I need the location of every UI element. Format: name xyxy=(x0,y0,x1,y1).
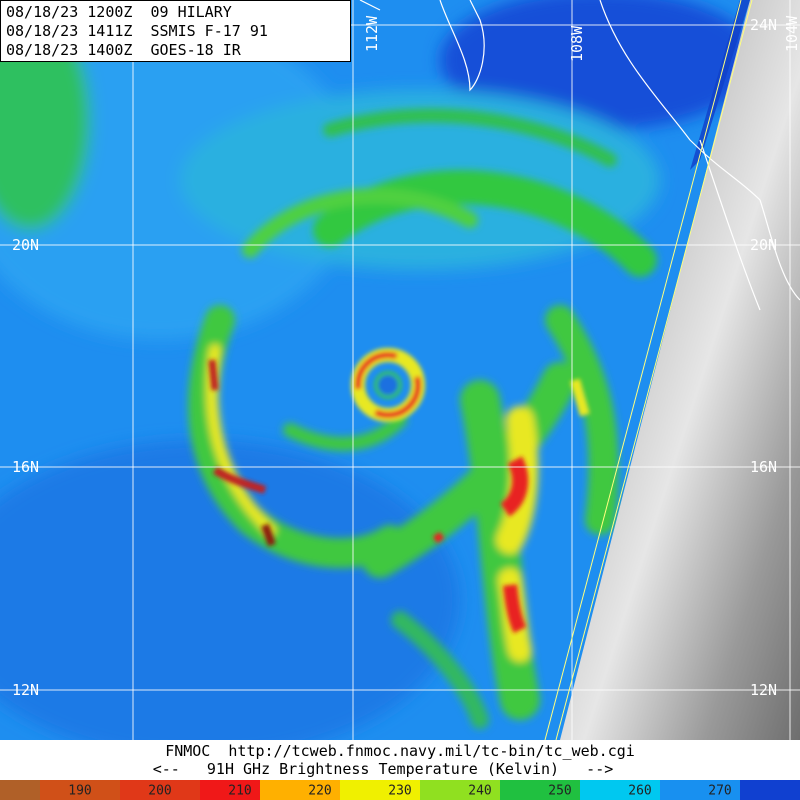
colorbar-label: 190 xyxy=(68,784,91,799)
colorbar: 190 200 210 220 230 240 250 260 270 xyxy=(0,780,800,800)
colorbar-label: 260 xyxy=(628,784,651,799)
colorbar-label: 270 xyxy=(708,784,731,799)
coastline xyxy=(359,0,800,311)
longitude-label: 104W xyxy=(783,15,800,52)
colorbar-label: 200 xyxy=(148,784,171,799)
latitude-label: 12N xyxy=(750,681,777,699)
footer-caption: <-- 91H GHz Brightness Temperature (Kelv… xyxy=(153,760,614,778)
latitude-label: 20N xyxy=(750,236,777,254)
colorbar-label: 240 xyxy=(468,784,491,799)
footer-source: FNMOC http://tcweb.fnmoc.navy.mil/tc-bin… xyxy=(165,742,635,760)
longitude-label: 108W xyxy=(568,25,586,62)
longitude-label: 112W xyxy=(363,15,381,52)
latitude-label: 16N xyxy=(12,458,39,476)
colorbar-label: 220 xyxy=(308,784,331,799)
header-line: 08/18/23 1411Z SSMIS F-17 91 xyxy=(6,22,268,40)
latitude-label: 20N xyxy=(12,236,39,254)
header-line: 08/18/23 1200Z 09 HILARY xyxy=(6,3,232,21)
colorbar-label: 230 xyxy=(388,784,411,799)
imagery xyxy=(0,0,800,740)
header-line: 08/18/23 1400Z GOES-18 IR xyxy=(6,41,242,59)
colorbar-label: 210 xyxy=(228,784,251,799)
latitude-label: 24N xyxy=(750,16,777,34)
latitude-label: 12N xyxy=(12,681,39,699)
latitude-label: 16N xyxy=(750,458,777,476)
colorbar-label: 250 xyxy=(548,784,571,799)
header-box xyxy=(0,0,351,62)
